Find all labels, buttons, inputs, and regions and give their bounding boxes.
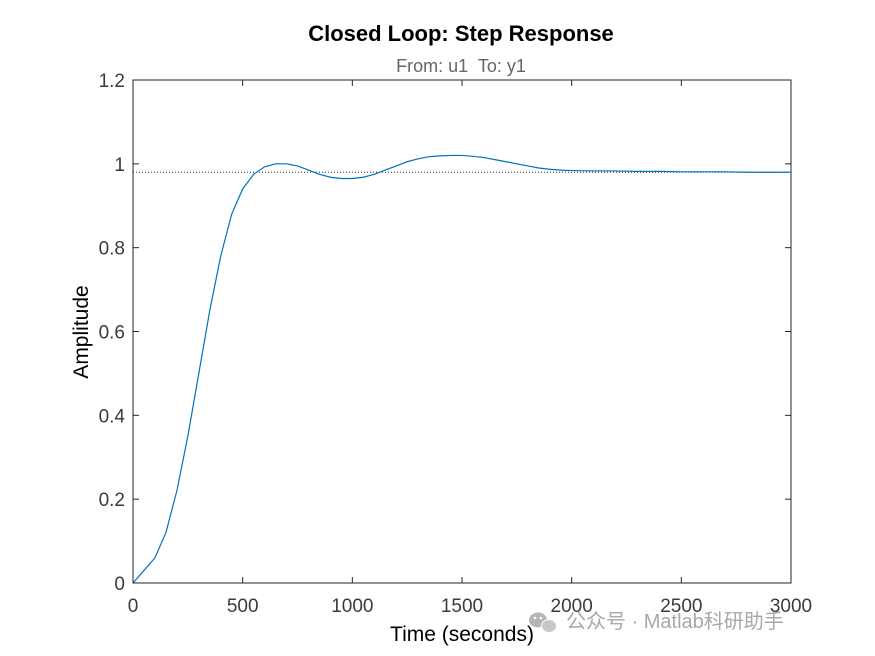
wechat-icon [529, 612, 557, 633]
axes-box [132, 79, 792, 584]
y-tick-label: 0.8 [99, 239, 125, 260]
chart-subtitle: From: u1 To: y1 [396, 56, 526, 76]
y-tick-label: 0.2 [99, 490, 125, 511]
x-axis-ticks: 0 500 1000 1500 2000 2500 3000 [128, 80, 812, 617]
watermark: 公众号 · Matlab科研助手 [529, 610, 784, 633]
x-tick-label: 1000 [331, 596, 373, 617]
y-tick-label: 0.4 [99, 406, 126, 427]
watermark-text: 公众号 · Matlab科研助手 [566, 610, 784, 633]
x-tick-label: 500 [227, 596, 259, 617]
y-tick-label: 0.6 [99, 323, 125, 344]
x-tick-label: 2500 [660, 596, 702, 617]
chart-title: Closed Loop: Step Response [308, 21, 614, 46]
x-tick-label: 1500 [441, 596, 483, 617]
y-tick-label: 1 [114, 155, 125, 176]
y-axis-label: Amplitude [70, 285, 93, 378]
x-tick-label: 3000 [770, 596, 812, 617]
y-tick-label: 1.2 [99, 71, 125, 92]
x-tick-label: 0 [128, 596, 139, 617]
x-tick-label: 2000 [551, 596, 593, 617]
series-line-step-response [132, 154, 791, 584]
x-axis-label: Time (seconds) [390, 623, 534, 646]
y-axis-ticks: 0 0.2 0.4 0.6 0.8 1 1.2 [99, 71, 791, 595]
plot-area [132, 79, 792, 584]
y-tick-label: 0 [114, 574, 125, 595]
